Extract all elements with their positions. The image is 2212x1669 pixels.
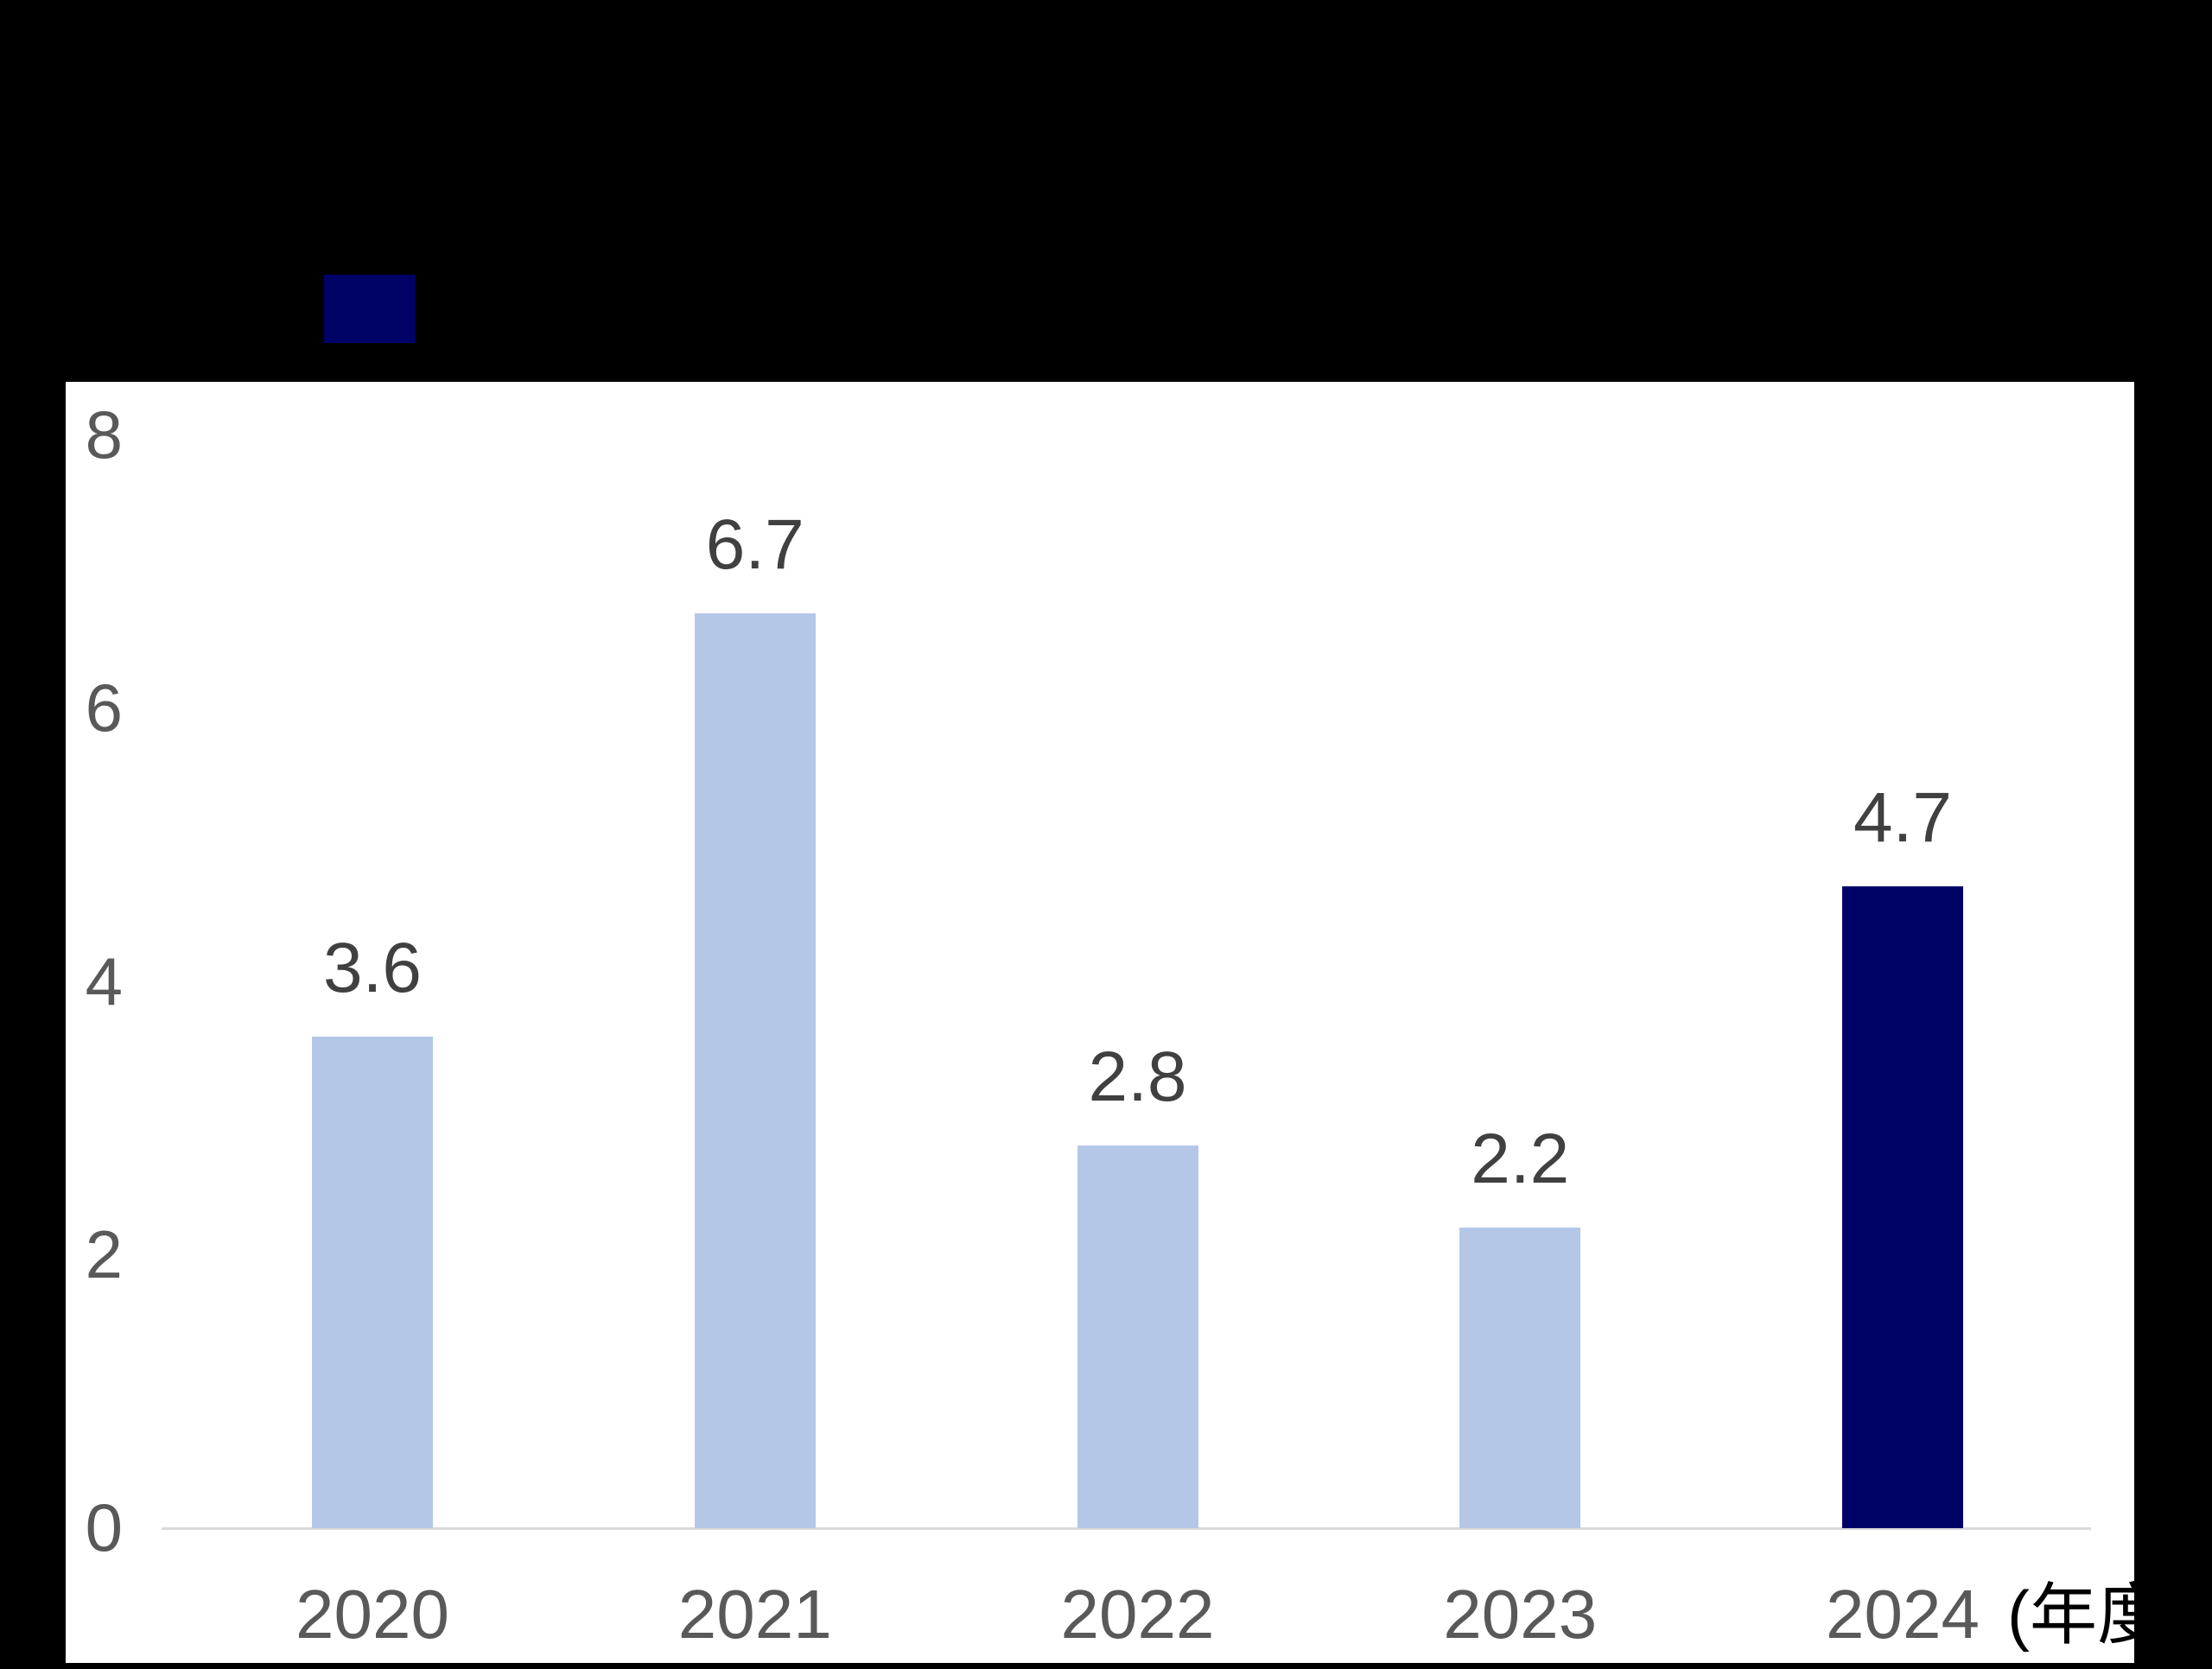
legend-swatch — [324, 275, 416, 343]
bar-value-label-2023: 2.2 — [1471, 1120, 1570, 1199]
x-tick-label-2020: 2020 — [296, 1576, 449, 1653]
x-tick-label-2024: 2024 — [1826, 1576, 1980, 1653]
y-tick-label-2: 2 — [85, 1215, 123, 1292]
bar-value-label-2020: 3.6 — [323, 928, 422, 1007]
bar-2020 — [312, 1036, 433, 1528]
y-tick-label-8: 8 — [85, 397, 123, 473]
bar-value-label-2022: 2.8 — [1088, 1038, 1187, 1117]
bar-2022 — [1077, 1145, 1198, 1528]
axis-unit-label: (年度 — [2007, 1577, 2134, 1653]
bar-2024 — [1842, 885, 1963, 1528]
bar-2021 — [694, 612, 816, 1528]
y-tick-label-0: 0 — [85, 1489, 123, 1565]
x-tick-label-2023: 2023 — [1443, 1576, 1598, 1653]
bar-2023 — [1459, 1228, 1581, 1528]
bar-value-label-2024: 4.7 — [1853, 777, 1952, 857]
bar-value-label-2021: 6.7 — [705, 505, 804, 584]
x-axis-line — [162, 1527, 2091, 1530]
chart-panel: (年度 8 6 4 2 0 3.6 2020 6.7 2021 2.8 2022 2.2 2023 4.7… — [66, 382, 2134, 1663]
y-tick-label-4: 4 — [85, 942, 123, 1019]
y-tick-label-6: 6 — [85, 670, 123, 746]
x-tick-label-2022: 2022 — [1060, 1576, 1215, 1653]
x-tick-label-2021: 2021 — [677, 1576, 832, 1653]
